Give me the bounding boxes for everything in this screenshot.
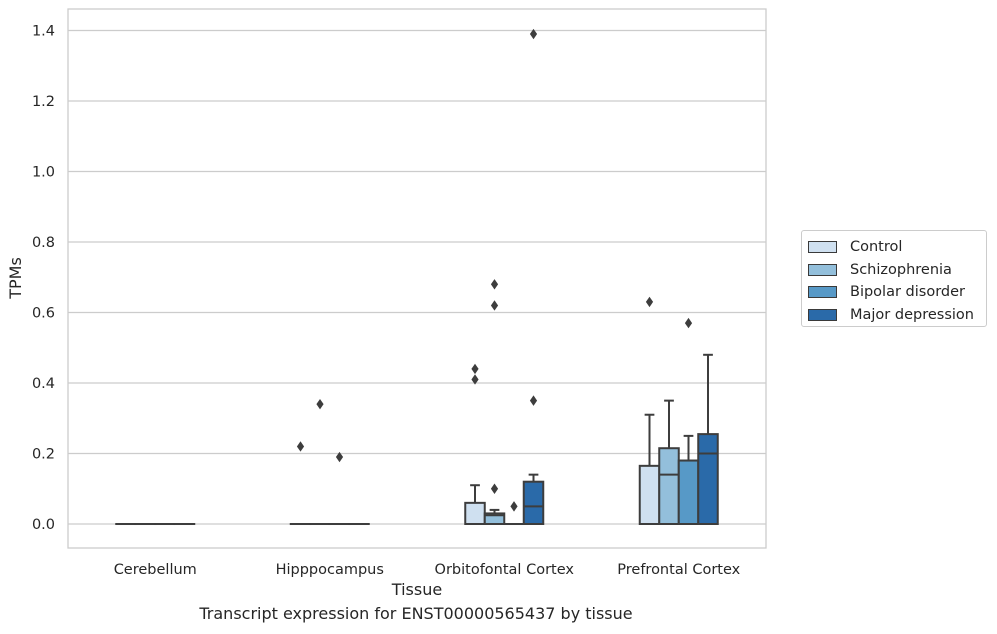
legend-item-bipolar-disorder: Bipolar disorder <box>808 281 986 304</box>
legend-label-bipolar-disorder: Bipolar disorder <box>850 284 965 301</box>
x-tick-label: Cerebellum <box>114 562 197 578</box>
tick-labels: 0.0 0.2 0.4 0.6 0.8 1.0 1.2 1.4 Cerebellum Hipppo… <box>32 24 741 579</box>
y-tick-label: 1.0 <box>32 165 55 181</box>
legend-swatch-major-depression <box>808 308 837 321</box>
x-tick-label: Orbitofontal Cortex <box>435 562 575 578</box>
outlier-point <box>529 28 538 40</box>
y-axis-label: TPMs <box>6 257 25 300</box>
y-tick-label: 0.6 <box>32 306 55 322</box>
box-major-depression <box>697 433 719 525</box>
outlier-point <box>684 317 693 329</box>
outlier-point <box>490 483 499 494</box>
y-tick-label: 0.4 <box>32 376 55 392</box>
legend-item-schizophrenia: Schizophrenia <box>808 259 986 282</box>
box-bipolar-disorder <box>677 459 700 525</box>
legend-label-major-depression: Major depression <box>850 306 974 323</box>
outlier-point <box>471 363 479 375</box>
outlier-point <box>296 441 305 452</box>
x-tick-label: Prefrontal Cortex <box>617 562 740 578</box>
legend-swatch-schizophrenia <box>808 263 837 276</box>
legend-item-control: Control <box>808 236 986 259</box>
legend-item-major-depression: Major depression <box>808 304 986 327</box>
y-tick-label: 0.2 <box>32 447 55 463</box>
box-control <box>464 501 486 526</box>
y-tick-label: 0.8 <box>32 235 55 251</box>
legend-swatch-bipolar-disorder <box>808 286 837 299</box>
box-marks <box>115 28 719 526</box>
y-tick-label: 1.2 <box>32 94 55 110</box>
plot-area-frame <box>67 8 767 549</box>
box-control <box>638 464 661 525</box>
outlier-point <box>490 279 499 290</box>
outlier-point <box>529 395 538 406</box>
outlier-point <box>335 451 344 463</box>
outlier-point <box>471 374 479 385</box>
box-schizophrenia <box>483 512 506 525</box>
y-tick-label: 1.4 <box>32 24 55 40</box>
legend-label-schizophrenia: Schizophrenia <box>850 261 952 278</box>
chart-caption: Transcript expression for ENST0000056543… <box>199 604 633 623</box>
box-major-depression <box>522 480 545 526</box>
outlier-point <box>316 398 324 410</box>
gridlines <box>68 29 766 525</box>
outlier-point <box>645 296 654 308</box>
x-tick-label: Hipppocampus <box>276 562 384 578</box>
x-axis-label: Tissue <box>391 580 442 599</box>
legend-label-control: Control <box>850 239 903 256</box>
box-schizophrenia <box>658 447 680 525</box>
outlier-point <box>510 501 518 512</box>
legend: Control Schizophrenia Bipolar disorder M… <box>801 230 987 327</box>
outlier-point <box>490 300 499 311</box>
legend-swatch-control <box>808 241 837 254</box>
y-tick-label: 0.0 <box>32 517 55 533</box>
